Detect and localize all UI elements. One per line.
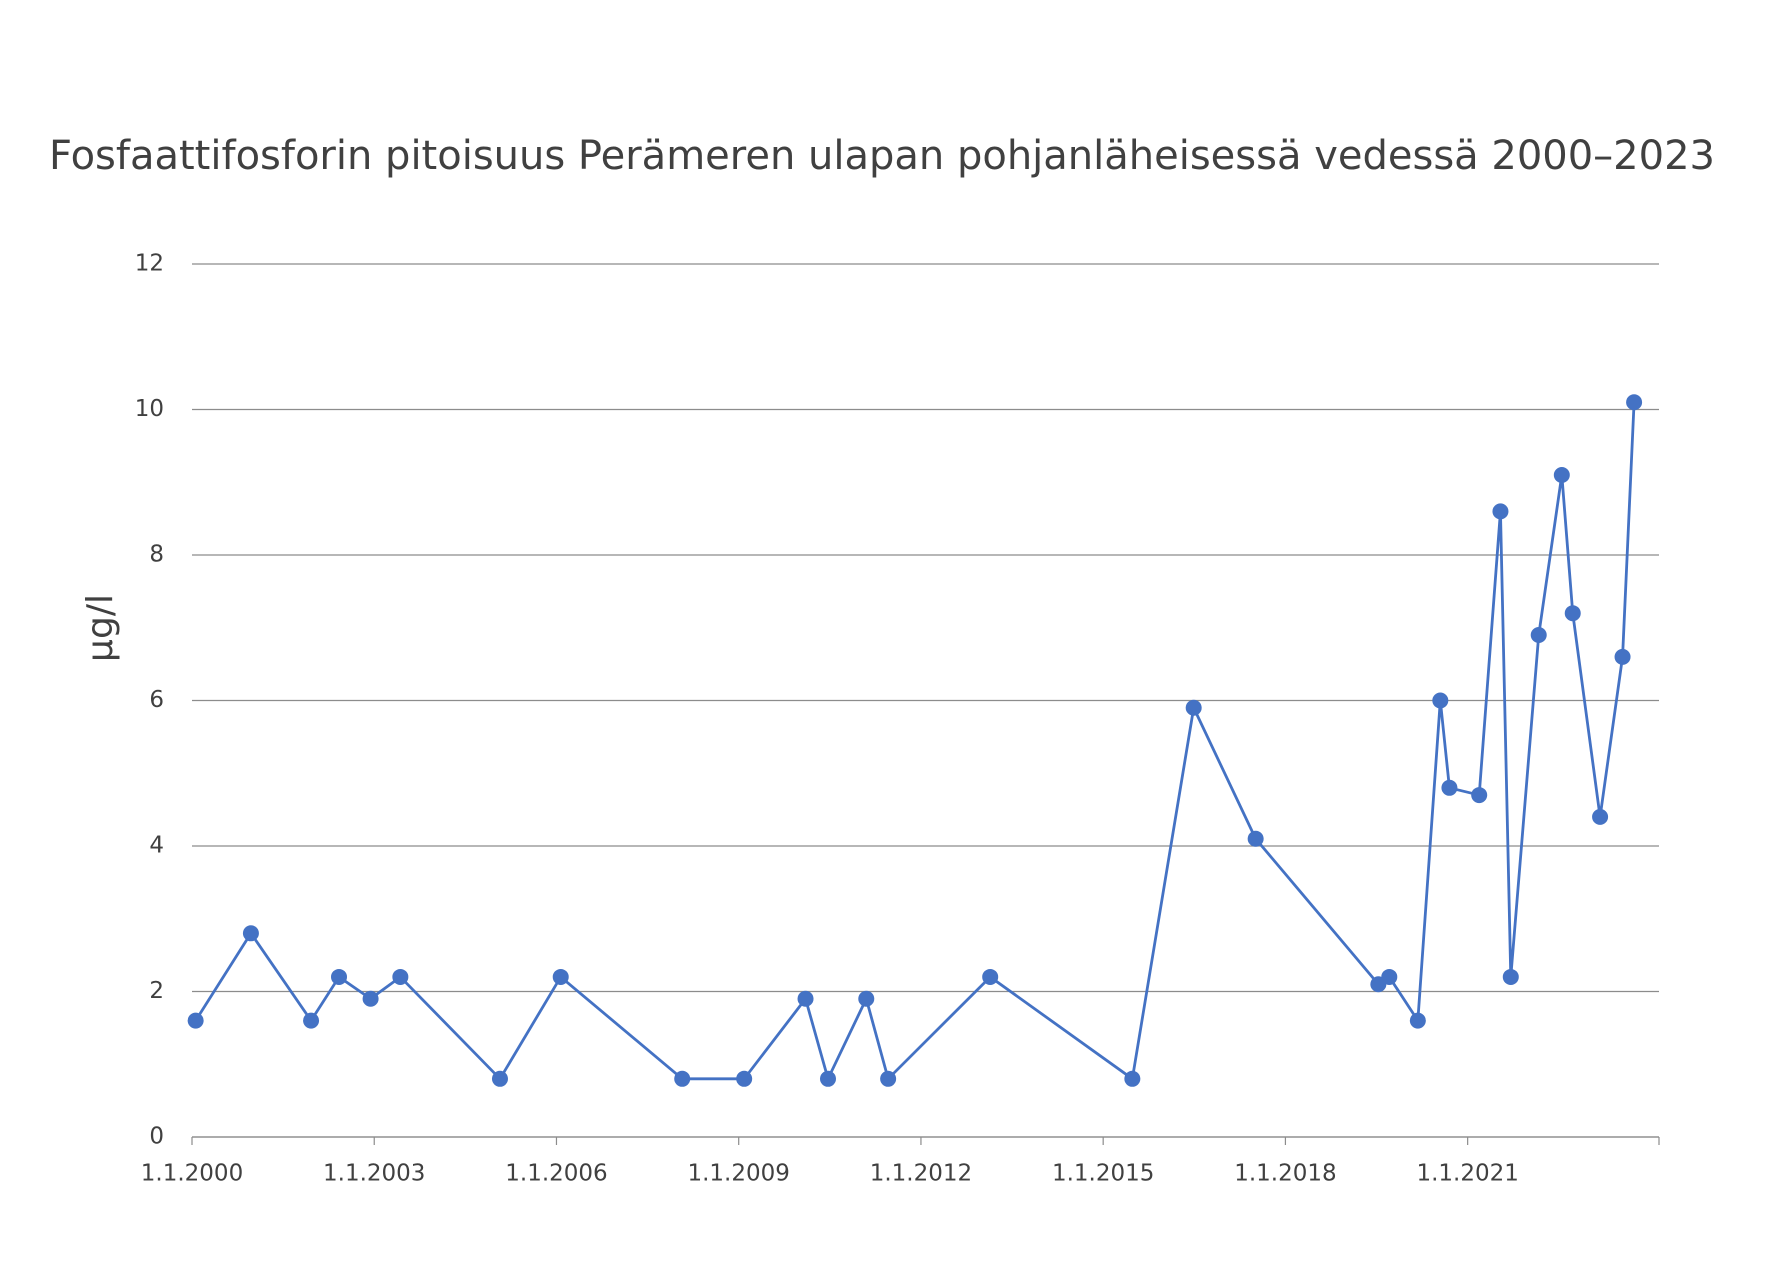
data-point — [1592, 808, 1609, 825]
chart-title: Fosfaattifosforin pitoisuus Perämeren ul… — [49, 133, 1715, 179]
data-point — [1441, 779, 1458, 796]
data-point — [1185, 699, 1202, 716]
data-point — [1553, 466, 1570, 483]
data-point — [303, 1012, 320, 1029]
x-tick-label: 1.1.2006 — [505, 1161, 607, 1187]
x-tick-label: 1.1.2012 — [870, 1161, 972, 1187]
data-point — [1626, 394, 1643, 411]
y-axis-label: µg/l — [80, 594, 121, 662]
data-point — [1614, 648, 1631, 665]
data-point — [491, 1070, 508, 1087]
data-point — [242, 925, 259, 942]
y-tick-label: 8 — [149, 542, 164, 568]
y-tick-label: 6 — [149, 687, 164, 713]
data-point — [880, 1070, 897, 1087]
x-tick-label: 1.1.2003 — [323, 1161, 425, 1187]
x-tick-label: 1.1.2015 — [1052, 1161, 1154, 1187]
x-tick-label: 1.1.2018 — [1234, 1161, 1336, 1187]
data-point — [1471, 787, 1488, 804]
data-point — [1247, 830, 1264, 847]
data-point — [187, 1012, 204, 1029]
data-line — [194, 402, 1636, 1081]
y-tick-label: 12 — [135, 251, 164, 277]
data-point — [552, 968, 569, 985]
x-tick-label: 1.1.2009 — [687, 1161, 789, 1187]
data-point — [982, 968, 999, 985]
data-point — [1502, 968, 1519, 985]
data-point — [820, 1070, 837, 1087]
data-point — [331, 968, 348, 985]
x-tick-label: 1.1.2021 — [1416, 1161, 1518, 1187]
data-point — [1530, 627, 1547, 644]
data-point — [858, 990, 875, 1007]
y-tick-label: 2 — [149, 978, 164, 1004]
data-point — [736, 1070, 753, 1087]
data-point — [1124, 1070, 1141, 1087]
y-tick-label: 4 — [149, 833, 164, 859]
y-tick-label: 0 — [149, 1124, 164, 1150]
y-tick-label: 10 — [135, 396, 164, 422]
data-point — [797, 990, 814, 1007]
data-point — [674, 1070, 691, 1087]
data-point — [1492, 503, 1509, 520]
data-point — [1564, 605, 1581, 622]
x-tick-label: 1.1.2000 — [141, 1161, 243, 1187]
data-point — [1381, 968, 1398, 985]
data-point — [1409, 1012, 1426, 1029]
data-point — [362, 990, 379, 1007]
data-point — [1432, 692, 1449, 709]
data-point — [392, 968, 409, 985]
